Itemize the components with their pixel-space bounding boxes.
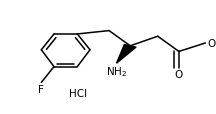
Text: NH$_2$: NH$_2$ — [106, 65, 127, 79]
Text: OH: OH — [208, 39, 216, 49]
Text: F: F — [38, 84, 44, 94]
Text: HCl: HCl — [69, 88, 87, 98]
Polygon shape — [116, 45, 136, 64]
Text: O: O — [175, 70, 183, 80]
